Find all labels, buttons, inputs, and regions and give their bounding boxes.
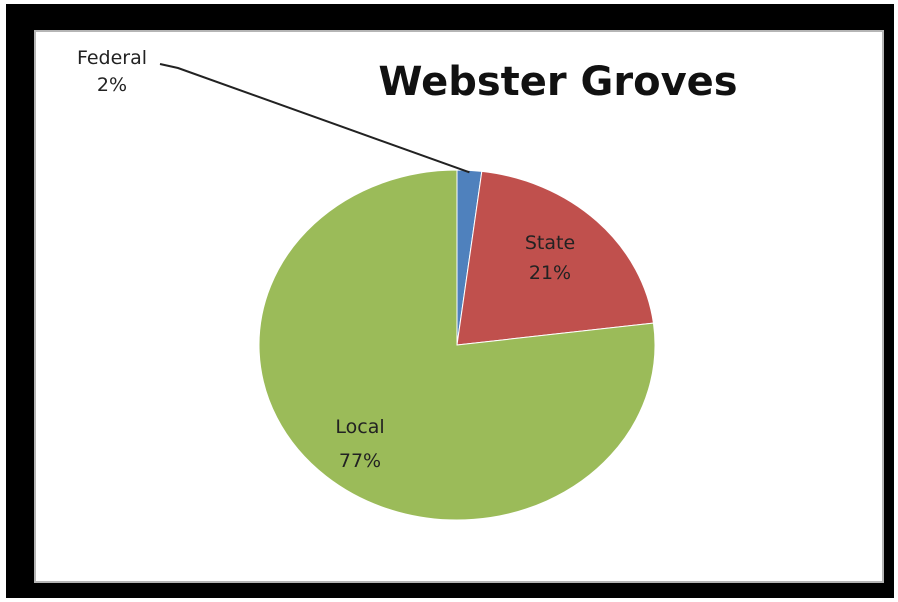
slice-label-local-value: 77% xyxy=(339,450,381,472)
chart-title: Webster Groves xyxy=(378,59,737,105)
slice-label-state-name: State xyxy=(525,232,575,254)
pie-slice-local xyxy=(258,169,656,521)
pie-slice-state xyxy=(456,170,655,346)
slice-label-federal-name: Federal xyxy=(77,47,147,69)
slice-label-state-value: 21% xyxy=(529,262,571,284)
pie-slices xyxy=(258,169,656,521)
slice-label-local-name: Local xyxy=(335,416,384,438)
federal-leader-line xyxy=(159,63,470,174)
slice-label-federal-value: 2% xyxy=(97,74,127,96)
